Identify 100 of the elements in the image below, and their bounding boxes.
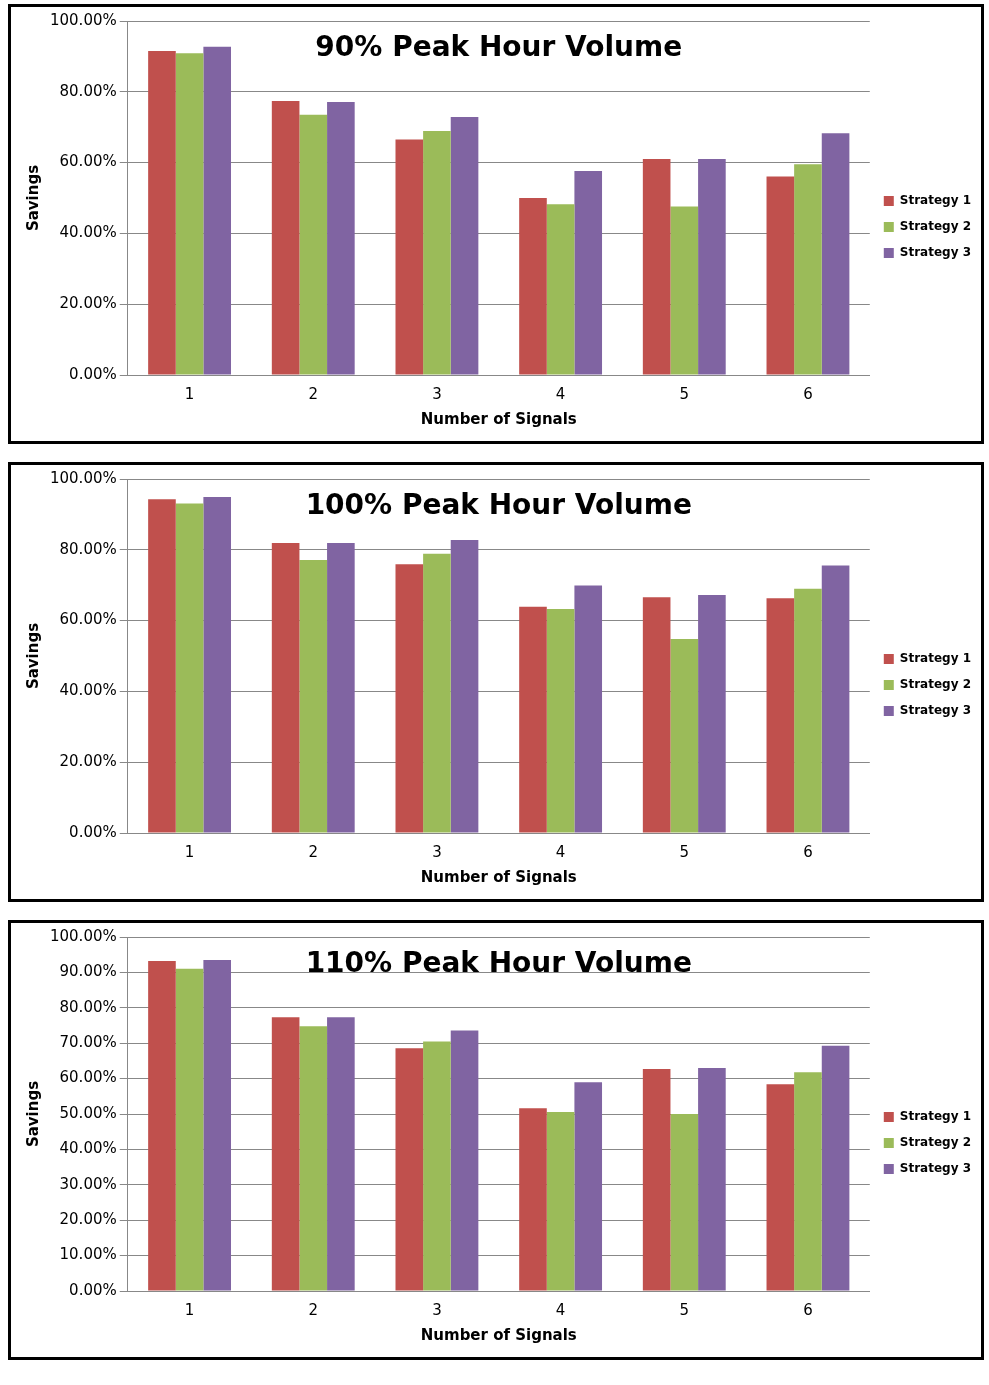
y-tick-label: 100.00%: [49, 468, 117, 487]
bar: [395, 564, 424, 833]
x-tick-label: 3: [432, 842, 442, 861]
legend-label: Strategy 3: [899, 703, 972, 718]
bar: [574, 585, 603, 833]
bar: [423, 131, 451, 375]
y-axis-title: Savings: [23, 622, 42, 690]
bar: [423, 553, 451, 833]
y-tick-label: 10.00%: [59, 1245, 117, 1264]
x-tick-label: 2: [308, 384, 319, 403]
bar: [148, 499, 176, 833]
bar: [519, 606, 547, 833]
y-tick-label: 50.00%: [59, 1103, 117, 1122]
bar: [519, 1108, 547, 1291]
bar: [148, 961, 176, 1291]
x-tick-label: 6: [803, 842, 813, 861]
bar: [766, 176, 795, 375]
legend-label: Strategy 3: [899, 245, 972, 260]
chart-title: 100% Peak Hour Volume: [305, 488, 692, 522]
chart-title: 110% Peak Hour Volume: [305, 946, 692, 980]
bar: [148, 51, 176, 375]
y-tick-label: 90.00%: [59, 962, 117, 981]
bar: [698, 159, 726, 375]
bar: [794, 164, 822, 375]
bar: [175, 53, 204, 375]
y-tick-label: 60.00%: [59, 1068, 117, 1087]
x-tick-label: 1: [184, 384, 195, 403]
bar: [574, 171, 603, 375]
x-tick-label: 1: [184, 842, 195, 861]
bar: [327, 543, 355, 833]
chart-title: 90% Peak Hour Volume: [315, 30, 683, 64]
y-tick-label: 40.00%: [59, 1139, 117, 1158]
bar: [299, 560, 328, 833]
bar: [698, 1067, 726, 1291]
bar: [642, 159, 671, 375]
legend-label: Strategy 1: [899, 1109, 972, 1124]
bar: [794, 1072, 822, 1291]
bar: [821, 565, 850, 833]
bar: [766, 1084, 795, 1291]
y-tick-label: 40.00%: [59, 681, 117, 700]
bar: [519, 198, 547, 375]
y-tick-label: 60.00%: [59, 610, 117, 629]
bar: [299, 114, 328, 375]
bar: [450, 1030, 479, 1291]
y-tick-label: 40.00%: [59, 223, 117, 242]
bar: [271, 101, 300, 375]
bar: [766, 598, 795, 833]
bar: [423, 1041, 451, 1291]
legend-label: Strategy 2: [899, 219, 972, 234]
legend-label: Strategy 1: [899, 651, 972, 666]
legend-label: Strategy 2: [899, 677, 972, 692]
bar: [450, 539, 479, 833]
y-tick-label: 80.00%: [59, 997, 117, 1016]
bar: [203, 46, 232, 375]
x-tick-label: 1: [184, 1300, 195, 1319]
bar: [395, 1048, 424, 1291]
bar: [642, 597, 671, 833]
bar: [821, 1045, 850, 1291]
bar: [327, 102, 355, 375]
bar: [327, 1017, 355, 1291]
x-tick-label: 4: [555, 1300, 566, 1319]
y-tick-label: 20.00%: [59, 294, 117, 313]
y-tick-label: 20.00%: [59, 752, 117, 771]
bar: [546, 1111, 575, 1291]
bar: [203, 960, 232, 1291]
y-tick-label: 0.00%: [69, 822, 117, 841]
bar: [203, 497, 232, 833]
y-tick-label: 30.00%: [59, 1174, 117, 1193]
bar: [299, 1026, 328, 1291]
y-tick-label: 20.00%: [59, 1210, 117, 1229]
x-tick-label: 3: [432, 384, 442, 403]
y-tick-label: 0.00%: [69, 1280, 117, 1299]
y-axis-title: Savings: [23, 1080, 42, 1148]
y-tick-label: 80.00%: [59, 539, 117, 558]
bar: [574, 1082, 603, 1291]
bar: [175, 503, 204, 833]
legend-label: Strategy 1: [899, 193, 972, 208]
bar: [698, 595, 726, 833]
x-tick-label: 2: [308, 842, 319, 861]
x-tick-label: 6: [803, 384, 813, 403]
x-tick-label: 4: [555, 384, 566, 403]
bar: [670, 639, 699, 833]
bar: [670, 1114, 699, 1291]
bar: [821, 133, 850, 375]
x-axis-title: Number of Signals: [420, 867, 577, 886]
bar: [794, 588, 822, 833]
bar: [271, 543, 300, 833]
x-tick-label: 2: [308, 1300, 319, 1319]
y-axis-title: Savings: [23, 164, 42, 232]
bar: [546, 608, 575, 833]
bar: [642, 1069, 671, 1291]
x-axis-title: Number of Signals: [420, 409, 577, 428]
bar: [450, 116, 479, 375]
bar: [395, 139, 424, 375]
bar: [670, 206, 699, 375]
y-tick-label: 80.00%: [59, 81, 117, 100]
x-tick-label: 5: [679, 1300, 690, 1319]
x-axis-title: Number of Signals: [420, 1325, 577, 1344]
x-tick-label: 5: [679, 384, 690, 403]
legend-label: Strategy 3: [899, 1161, 972, 1176]
